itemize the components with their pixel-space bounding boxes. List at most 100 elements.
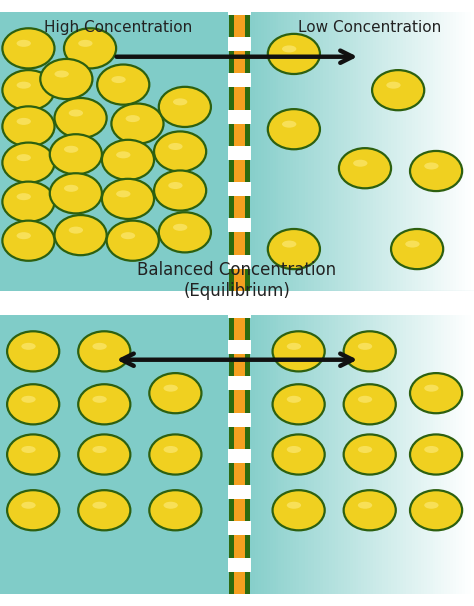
- Bar: [234, 315, 245, 594]
- Bar: [418, 315, 420, 594]
- Ellipse shape: [287, 396, 301, 403]
- Ellipse shape: [372, 70, 424, 110]
- Bar: [282, 315, 284, 594]
- Ellipse shape: [126, 115, 140, 122]
- Bar: [249, 315, 252, 594]
- Bar: [406, 315, 409, 594]
- Bar: [228, 255, 251, 268]
- Ellipse shape: [424, 502, 438, 509]
- Bar: [279, 12, 282, 291]
- Ellipse shape: [149, 373, 201, 413]
- Bar: [311, 315, 314, 594]
- Bar: [376, 315, 379, 594]
- Bar: [432, 12, 436, 291]
- Bar: [252, 315, 255, 594]
- Bar: [228, 521, 251, 535]
- Ellipse shape: [159, 87, 211, 127]
- Bar: [394, 315, 397, 594]
- Bar: [397, 315, 400, 594]
- Ellipse shape: [424, 446, 438, 453]
- Bar: [228, 413, 251, 427]
- Bar: [337, 315, 341, 594]
- Bar: [385, 12, 388, 291]
- Bar: [284, 315, 287, 594]
- Bar: [403, 12, 406, 291]
- Bar: [308, 12, 311, 291]
- Bar: [332, 12, 335, 291]
- Ellipse shape: [287, 502, 301, 509]
- Bar: [320, 315, 323, 594]
- Bar: [400, 12, 403, 291]
- Ellipse shape: [154, 132, 206, 171]
- Bar: [350, 315, 353, 594]
- Bar: [240, 315, 243, 594]
- Bar: [376, 12, 379, 291]
- Bar: [228, 37, 251, 51]
- Bar: [471, 12, 474, 291]
- Ellipse shape: [2, 182, 55, 222]
- Ellipse shape: [116, 152, 130, 158]
- Bar: [370, 12, 373, 291]
- Bar: [447, 12, 450, 291]
- Bar: [305, 315, 308, 594]
- Ellipse shape: [173, 224, 187, 231]
- Ellipse shape: [410, 435, 462, 474]
- Ellipse shape: [17, 193, 31, 200]
- Ellipse shape: [92, 502, 107, 509]
- Bar: [299, 315, 302, 594]
- Ellipse shape: [55, 98, 107, 138]
- Bar: [228, 182, 251, 196]
- Bar: [240, 12, 243, 291]
- Ellipse shape: [92, 343, 107, 350]
- Bar: [228, 376, 251, 390]
- Ellipse shape: [69, 110, 83, 116]
- Bar: [290, 12, 293, 291]
- Ellipse shape: [7, 490, 59, 530]
- Ellipse shape: [102, 179, 154, 219]
- Bar: [287, 315, 290, 594]
- Ellipse shape: [78, 490, 130, 530]
- Bar: [367, 12, 370, 291]
- Ellipse shape: [282, 121, 296, 128]
- Bar: [228, 449, 251, 463]
- Bar: [361, 12, 365, 291]
- Ellipse shape: [391, 229, 443, 269]
- Ellipse shape: [282, 45, 296, 53]
- Bar: [346, 12, 349, 291]
- Bar: [341, 12, 344, 291]
- Bar: [388, 12, 391, 291]
- Bar: [412, 12, 415, 291]
- Ellipse shape: [21, 446, 36, 453]
- Ellipse shape: [2, 142, 55, 183]
- Ellipse shape: [55, 215, 107, 255]
- Ellipse shape: [50, 134, 102, 175]
- Bar: [228, 558, 251, 571]
- Ellipse shape: [287, 446, 301, 453]
- Ellipse shape: [69, 227, 83, 234]
- Bar: [323, 315, 326, 594]
- Bar: [412, 315, 415, 594]
- Ellipse shape: [268, 109, 320, 149]
- Ellipse shape: [339, 148, 391, 188]
- Bar: [424, 12, 427, 291]
- Ellipse shape: [164, 385, 178, 391]
- Bar: [320, 12, 323, 291]
- Bar: [246, 12, 249, 291]
- Bar: [450, 12, 453, 291]
- Bar: [335, 315, 337, 594]
- Bar: [436, 12, 438, 291]
- Bar: [465, 315, 468, 594]
- Bar: [305, 12, 308, 291]
- Bar: [228, 1, 251, 15]
- Ellipse shape: [287, 343, 301, 350]
- Ellipse shape: [7, 331, 59, 371]
- Bar: [282, 12, 284, 291]
- Ellipse shape: [410, 151, 462, 191]
- Bar: [409, 315, 412, 594]
- Bar: [447, 315, 450, 594]
- Bar: [427, 12, 429, 291]
- Ellipse shape: [154, 170, 206, 211]
- Bar: [429, 12, 432, 291]
- Ellipse shape: [64, 28, 116, 68]
- Bar: [415, 12, 418, 291]
